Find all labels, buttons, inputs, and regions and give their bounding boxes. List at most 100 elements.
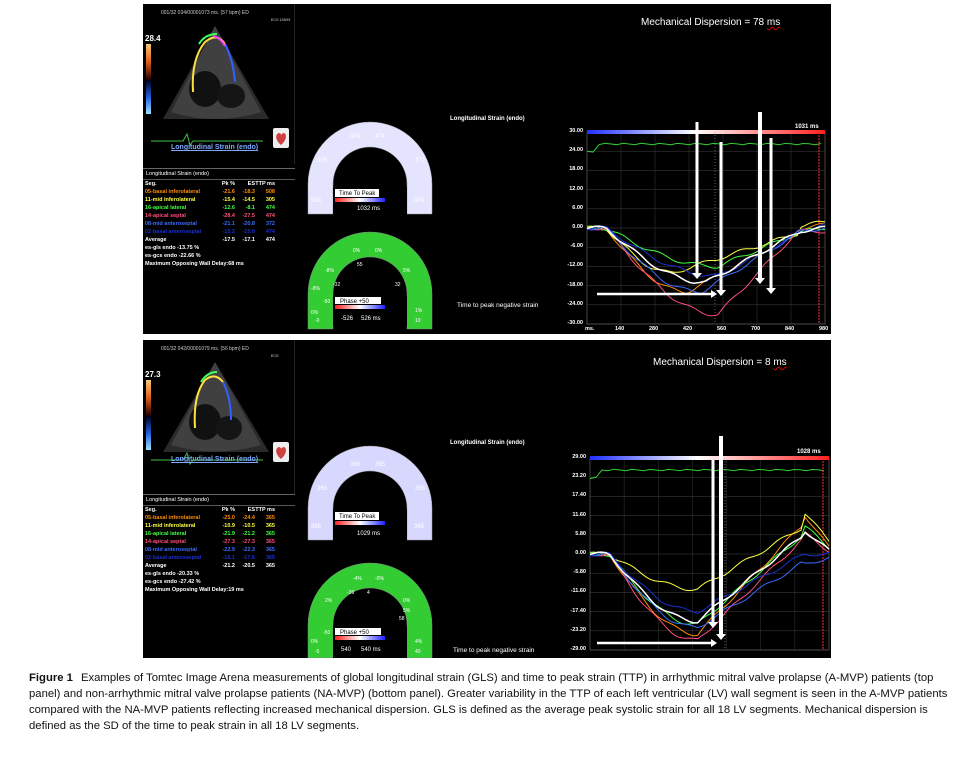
echo-view: 001/32 034/00001073 ms. (57 bpm) ED 28.4… xyxy=(143,4,295,164)
ttp-seg: 372 xyxy=(415,158,426,164)
x-tick-label: 840 xyxy=(785,326,795,332)
phase-seg: 1% xyxy=(415,308,423,314)
ecg-trace xyxy=(589,468,825,480)
cell-ttp: 365 xyxy=(265,515,275,521)
strain-curves xyxy=(589,436,830,651)
ttp-arrow-head xyxy=(755,278,765,284)
cell-pk: -18.1 xyxy=(222,555,235,561)
bullseye-panel: Time To Peak 1032 ms 474 474 305 372 508… xyxy=(295,4,445,334)
phase-center: 540 ms xyxy=(361,647,381,653)
cycle-length: 1031 ms xyxy=(795,124,819,130)
col-ttp: TTP ms xyxy=(255,181,275,187)
cell-seg: 05-basal inferolateral xyxy=(145,515,201,521)
cell-seg: 02-basal anteroseptal xyxy=(145,229,202,235)
cell-pk: -25.0 xyxy=(222,515,235,521)
y-tick-label: -11.60 xyxy=(570,588,586,595)
y-tick-label: 6.00 xyxy=(572,204,583,211)
cycle-length: 1028 ms xyxy=(797,449,821,455)
ttp-seg: 365 xyxy=(311,524,322,530)
y-tick-label: 12.00 xyxy=(569,185,583,192)
echo-label: Longitudinal Strain (endo) xyxy=(171,144,259,151)
phase-seg: 32 xyxy=(395,282,401,288)
ttp-seg: 305 xyxy=(317,158,328,164)
cell-es: -21.2 xyxy=(242,531,255,537)
md-unit: ms xyxy=(773,357,787,368)
col-pk: Pk % xyxy=(221,507,235,513)
cell-seg: Average xyxy=(145,237,167,243)
ttp-arrow-head xyxy=(716,290,726,296)
phase-seg: 4 xyxy=(367,590,370,596)
cell-ttp: 365 xyxy=(265,531,275,537)
table-row: 02-basal anteroseptal -18.1 -17.6 365 xyxy=(143,554,295,562)
cell-es: -17.6 xyxy=(242,555,255,561)
plot-title: Longitudinal Strain (endo) xyxy=(450,440,525,446)
table-row: 11-mid inferolateral -15.4 -14.5 305 xyxy=(143,196,295,204)
echo-view: 001/32 042/00001079 ms. (56 bpm) ED 27.3… xyxy=(143,340,295,500)
col-seg: Seg. xyxy=(145,507,157,513)
phase-seg: 2% xyxy=(325,598,333,604)
strain-curve xyxy=(586,227,826,317)
table-header: Seg. Pk % ES TTP ms xyxy=(143,506,295,514)
col-pk: Pk % xyxy=(221,181,235,187)
md-label: Mechanical Dispersion = xyxy=(641,17,751,28)
strain-curve xyxy=(586,225,826,284)
phase-seg: -0% xyxy=(375,576,384,582)
cell-seg: 14-apical septal xyxy=(145,213,186,219)
strain-curve xyxy=(586,222,826,277)
phase-left: -50 xyxy=(323,630,330,636)
cell-pk: -22.9 xyxy=(222,547,235,553)
figure-caption: Figure 1 Examples of Tomtec Image Arena m… xyxy=(29,670,949,734)
ttp-seg: 365 xyxy=(350,462,361,468)
strain-graph: Mechanical Dispersion = 8 ms Longitudina… xyxy=(445,340,831,658)
col-es: ES xyxy=(247,507,255,513)
strain-curve xyxy=(586,222,825,295)
cell-seg: 05-basal inferolateral xyxy=(145,189,201,195)
strain-colorbar xyxy=(146,44,151,114)
table-row-average: Average -17.5 -17.1 474 xyxy=(143,236,295,244)
ttp-h-arrow-head xyxy=(711,290,717,298)
y-tick-label: -6.00 xyxy=(570,243,583,250)
cell-pk: -21.2 xyxy=(222,563,235,569)
phase-title: Phase +50 xyxy=(340,299,370,305)
x-tick-label: ms. xyxy=(585,326,595,332)
phase-seg: -39 xyxy=(347,590,354,596)
cell-ttp: 365 xyxy=(265,539,275,545)
y-tick-label: 29.00 xyxy=(572,454,586,460)
ttp-title: Time To Peak xyxy=(339,514,376,520)
ttp-seg: 474 xyxy=(350,134,361,140)
ttp-arrow-head xyxy=(708,622,718,628)
cell-pk: -21.9 xyxy=(222,531,235,537)
cell-seg: 14-apical septal xyxy=(145,539,186,545)
echo-header: 001/32 042/00001079 ms. (56 bpm) ED xyxy=(161,346,249,352)
bullseye-panel: Time To Peak 1029 ms 365 365 365 365 365… xyxy=(295,340,445,658)
ttp-center: 1032 ms xyxy=(357,206,380,212)
table-row: 11-mid inferolateral -10.9 -10.5 365 xyxy=(143,522,295,530)
gls-value: es-gls endo -20.33 % xyxy=(145,571,200,577)
ttp-seg: 365 xyxy=(375,462,386,468)
caption-text: Examples of Tomtec Image Arena measureme… xyxy=(29,672,948,732)
phase-corner: -5 xyxy=(315,649,320,655)
echo-side-text: ECG 126/93 xyxy=(271,18,291,22)
table-row-average: Average -21.2 -20.5 365 xyxy=(143,562,295,570)
cell-es: -10.5 xyxy=(242,523,255,529)
cell-es: -8.1 xyxy=(245,205,255,211)
strain-curve xyxy=(589,530,830,640)
gcs-value: es-gcs endo -27.42 % xyxy=(145,579,201,585)
cell-ttp: 474 xyxy=(265,237,275,243)
table-row: 14-apical septal -27.3 -27.3 365 xyxy=(143,538,295,546)
ttp-center: 1029 ms xyxy=(357,531,380,537)
phase-bottom: 540 xyxy=(341,647,352,653)
heart-view-icon xyxy=(273,128,289,148)
y-tick-label: 17.40 xyxy=(572,492,586,499)
cell-pk: -21.6 xyxy=(222,189,235,195)
y-tick-label: -5.80 xyxy=(573,569,586,576)
x-tick-label: 280 xyxy=(649,326,659,332)
cell-ttp: 474 xyxy=(265,205,275,211)
y-tick-label: -23.20 xyxy=(570,626,586,633)
phase-seg: 0% xyxy=(353,248,361,254)
ttp-title: Time To Peak xyxy=(339,191,376,197)
y-tick-label: 24.00 xyxy=(569,147,583,154)
ttp-label: Time to peak negative strain xyxy=(457,302,539,309)
phase-bottom: -526 xyxy=(341,316,354,322)
strain-table: Longitudinal Strain (endo) Seg. Pk % ES … xyxy=(143,168,295,334)
